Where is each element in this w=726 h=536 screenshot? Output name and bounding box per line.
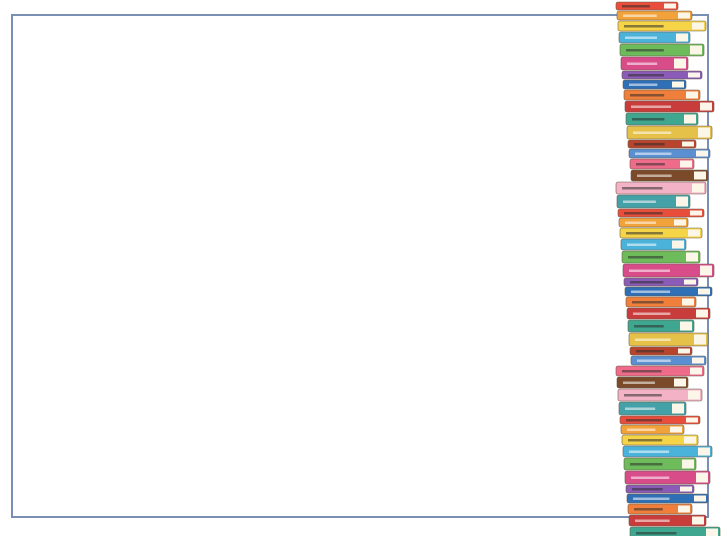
- book-pages: [694, 171, 706, 180]
- book-pages: [706, 528, 718, 536]
- book-title-strip: [628, 439, 663, 442]
- book-pages: [694, 495, 706, 502]
- book-title-strip: [626, 49, 664, 52]
- book-pages: [688, 229, 700, 237]
- book-title-strip: [631, 290, 671, 293]
- book-pages: [696, 472, 708, 483]
- book-pages: [696, 309, 708, 318]
- book-pages: [690, 367, 702, 375]
- book-pages: [682, 298, 694, 306]
- book-title-strip: [633, 312, 671, 315]
- book-pages: [698, 288, 710, 295]
- book-pages: [674, 58, 686, 69]
- book-pages: [678, 505, 690, 513]
- book-pages: [692, 357, 704, 364]
- book-pages: [694, 334, 706, 345]
- book-pages: [676, 33, 688, 42]
- book-title-strip: [622, 370, 662, 373]
- slide-frame: [11, 14, 709, 518]
- book-pages: [680, 321, 692, 331]
- book-pages: [684, 279, 696, 285]
- book-pages: [692, 22, 704, 30]
- book-title-strip: [626, 419, 662, 422]
- book-pages: [670, 426, 682, 433]
- book-pages: [692, 183, 704, 193]
- book-title-strip: [637, 359, 671, 362]
- book-pages: [672, 81, 684, 88]
- book-pages: [680, 160, 692, 168]
- book-pages: [684, 436, 696, 444]
- book-title-strip: [625, 407, 656, 410]
- book-title-strip: [636, 163, 665, 166]
- book-pages: [672, 403, 684, 414]
- book-title-strip: [623, 14, 657, 17]
- book-pages: [672, 240, 684, 249]
- book-title-strip: [626, 232, 663, 235]
- book-pages: [700, 265, 712, 276]
- book-pages: [696, 150, 708, 157]
- book-title-strip: [624, 212, 663, 215]
- book-title-strip: [630, 463, 663, 466]
- book-title-strip: [629, 83, 658, 86]
- book-pages: [682, 141, 694, 147]
- book-pages: [676, 196, 688, 207]
- book-title-strip: [632, 488, 663, 491]
- book-title-strip: [627, 243, 657, 246]
- book-title-strip: [630, 94, 665, 97]
- book-title-strip: [636, 532, 677, 535]
- book-title-strip: [623, 381, 655, 384]
- book-pages: [690, 210, 702, 216]
- book-title-strip: [634, 143, 665, 146]
- book-title-strip: [635, 519, 670, 522]
- book-title-strip: [625, 221, 657, 224]
- book-stack-illustration: [615, 1, 721, 536]
- book-pages: [690, 45, 702, 55]
- book-title-strip: [624, 25, 664, 28]
- book-pages: [686, 252, 698, 262]
- book-title-strip: [627, 62, 658, 65]
- book-pages: [664, 3, 676, 9]
- book-title-strip: [629, 269, 670, 272]
- book-pages: [678, 348, 690, 354]
- book-title-strip: [631, 105, 672, 108]
- book-title-strip: [628, 256, 664, 259]
- book-title-strip: [631, 476, 670, 479]
- book-pages: [680, 486, 692, 492]
- book-title-strip: [633, 497, 670, 500]
- book-title-strip: [624, 394, 662, 397]
- book-pages: [684, 114, 696, 124]
- slide-content-area: [30, 30, 590, 500]
- book-pages: [688, 72, 700, 78]
- book-title-strip: [634, 325, 664, 328]
- book-title-strip: [623, 200, 656, 203]
- book-pages: [686, 91, 698, 99]
- book-title-strip: [628, 74, 664, 77]
- book-title-strip: [637, 174, 672, 177]
- book-title-strip: [632, 118, 665, 121]
- book-title-strip: [627, 428, 656, 431]
- book-title-strip: [629, 450, 670, 453]
- book-title-strip: [625, 36, 657, 39]
- book-pages: [674, 378, 686, 387]
- book-pages: [698, 447, 710, 456]
- book-pages: [686, 417, 698, 423]
- book-title-strip: [630, 281, 664, 284]
- book-pages: [688, 390, 700, 400]
- book-title-strip: [635, 152, 672, 155]
- book-title-strip: [632, 301, 664, 304]
- book-pages: [674, 219, 686, 226]
- book-pages: [682, 459, 694, 469]
- book-pages: [700, 102, 712, 111]
- book-title-strip: [622, 5, 650, 8]
- book-title-strip: [634, 508, 663, 511]
- book-title-strip: [636, 350, 664, 353]
- book-pages: [692, 516, 704, 525]
- book-title-strip: [635, 338, 671, 341]
- book-title-strip: [622, 187, 663, 190]
- book-title-strip: [633, 131, 672, 134]
- book-pages: [698, 127, 710, 138]
- book-pages: [678, 12, 690, 19]
